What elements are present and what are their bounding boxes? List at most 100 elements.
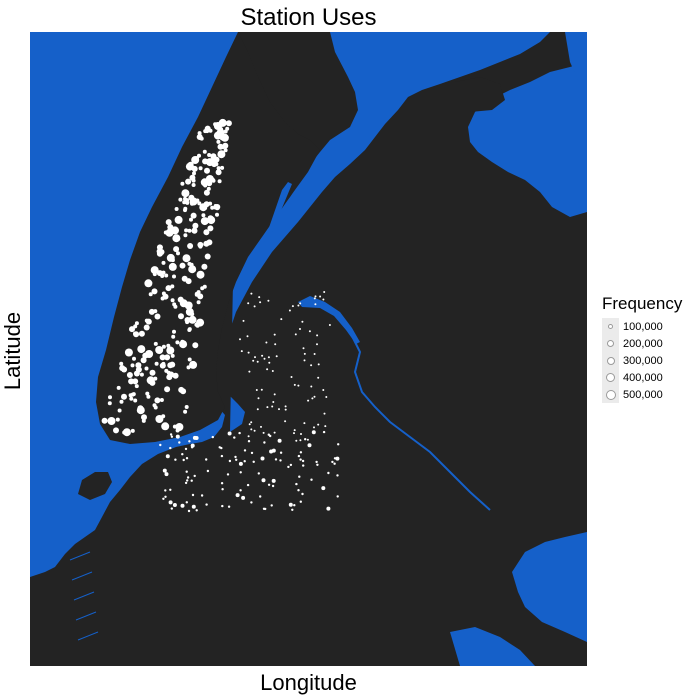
station-marker <box>207 225 214 232</box>
legend-key <box>602 352 619 369</box>
station-marker <box>156 250 163 257</box>
station-marker <box>175 340 180 345</box>
station-marker <box>213 122 218 127</box>
station-marker <box>271 448 276 453</box>
legend-label: 300,000 <box>623 354 663 367</box>
creek-east <box>349 331 491 511</box>
station-marker <box>297 384 300 387</box>
station-marker <box>183 206 188 211</box>
station-marker <box>299 439 302 442</box>
station-marker <box>166 370 171 375</box>
station-marker <box>271 405 274 408</box>
station-marker <box>168 500 173 505</box>
station-marker <box>207 216 216 225</box>
station-marker <box>190 479 193 482</box>
station-marker <box>307 443 312 448</box>
station-marker <box>186 365 191 370</box>
station-marker <box>234 455 237 459</box>
station-marker <box>188 315 197 324</box>
station-marker <box>307 399 310 402</box>
station-marker <box>239 489 242 492</box>
station-marker <box>304 438 307 441</box>
station-marker <box>182 458 185 462</box>
station-marker <box>179 262 186 269</box>
station-marker <box>273 393 276 396</box>
legend-label: 400,000 <box>623 371 663 384</box>
station-marker <box>196 300 201 305</box>
station-marker <box>313 426 315 429</box>
station-marker <box>314 295 317 298</box>
station-marker <box>162 497 165 500</box>
station-marker <box>199 136 204 141</box>
station-marker <box>206 469 210 473</box>
station-marker <box>191 504 196 509</box>
station-marker <box>331 460 334 464</box>
station-marker <box>302 347 305 350</box>
station-marker <box>293 432 295 435</box>
station-marker <box>299 500 302 503</box>
station-marker <box>315 460 318 464</box>
piers-west <box>69 551 99 641</box>
station-marker <box>256 360 259 363</box>
station-marker <box>182 254 191 263</box>
station-marker <box>295 439 298 442</box>
station-marker <box>277 438 282 443</box>
station-marker <box>191 493 195 497</box>
station-markers <box>101 118 340 513</box>
station-marker <box>238 431 241 435</box>
station-marker <box>115 417 120 422</box>
station-marker <box>149 379 156 386</box>
legend-key <box>602 318 619 335</box>
station-marker <box>161 361 166 366</box>
station-marker <box>107 401 112 406</box>
station-marker <box>184 447 188 451</box>
station-marker <box>172 424 177 429</box>
station-marker <box>181 453 184 456</box>
station-marker <box>239 338 241 341</box>
station-marker <box>138 330 145 337</box>
station-marker <box>130 392 135 397</box>
station-marker <box>122 428 131 437</box>
station-marker <box>175 434 180 439</box>
station-marker <box>145 350 154 358</box>
station-marker <box>143 324 150 331</box>
station-marker <box>299 328 301 330</box>
station-marker <box>164 386 171 393</box>
station-marker <box>202 158 209 165</box>
station-marker <box>153 341 158 346</box>
station-marker <box>187 228 192 233</box>
station-marker <box>239 471 242 474</box>
station-marker <box>162 468 167 473</box>
station-marker <box>165 285 172 292</box>
station-marker <box>300 433 302 435</box>
station-marker <box>313 395 316 398</box>
station-marker <box>154 313 161 320</box>
station-marker <box>169 361 176 368</box>
station-marker <box>196 270 205 279</box>
station-marker <box>246 335 249 338</box>
station-marker <box>310 385 313 388</box>
station-marker <box>126 372 133 378</box>
legend-label: 100,000 <box>623 320 663 333</box>
station-marker <box>149 369 156 376</box>
station-marker <box>194 436 199 440</box>
station-marker <box>170 507 173 510</box>
station-marker <box>184 481 188 485</box>
station-marker <box>260 388 263 391</box>
station-marker <box>322 430 326 434</box>
station-marker <box>266 406 269 409</box>
station-marker <box>144 279 153 288</box>
station-marker <box>188 440 191 443</box>
station-marker <box>137 345 146 354</box>
station-marker <box>205 503 208 506</box>
station-marker <box>267 356 270 359</box>
station-marker <box>259 301 262 304</box>
station-marker <box>235 493 240 498</box>
legend-label: 200,000 <box>623 337 663 350</box>
station-marker <box>146 394 151 399</box>
station-marker <box>310 478 313 481</box>
station-marker <box>317 376 320 379</box>
station-marker <box>299 458 302 461</box>
station-marker <box>323 291 326 293</box>
station-marker <box>258 296 261 299</box>
